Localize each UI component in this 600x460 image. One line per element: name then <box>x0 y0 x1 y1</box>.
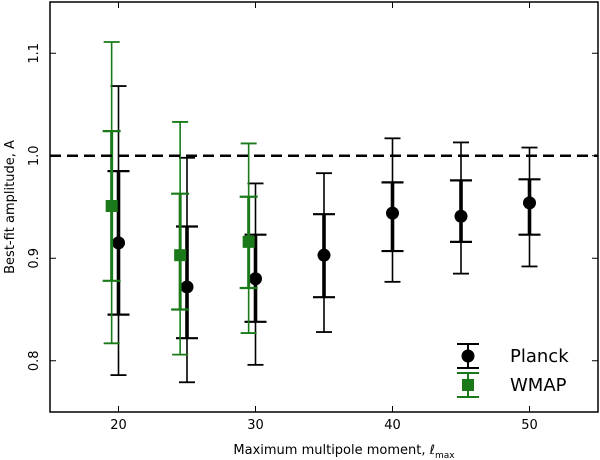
WMAP-point <box>171 121 190 356</box>
ticks: 20 30 40 50 0.8 0.9 1.0 1.1 <box>27 2 598 433</box>
data-point <box>523 196 536 210</box>
legend-marker <box>461 349 475 363</box>
data-point <box>180 280 194 294</box>
plot-frame <box>49 1 599 413</box>
series-layer <box>102 41 541 384</box>
data-point <box>105 199 118 212</box>
x-axis-label-sub: max <box>435 451 455 460</box>
legend-label: Planck <box>510 346 569 367</box>
data-point <box>249 272 262 286</box>
data-point <box>174 249 187 262</box>
x-tick-label: 40 <box>384 418 401 433</box>
Planck-point <box>313 172 335 333</box>
legend-label: WMAP <box>510 375 567 396</box>
y-tick-label: 0.8 <box>27 350 42 371</box>
y-axis-label: Best-fit amplitude, A <box>3 140 18 274</box>
x-tick-label: 50 <box>521 418 538 433</box>
legend-marker <box>462 379 474 391</box>
data-point <box>112 236 125 250</box>
Planck-point <box>244 182 267 366</box>
WMAP-point <box>239 142 258 334</box>
x-tick-label: 30 <box>247 418 264 433</box>
x-tick-label: 20 <box>110 418 127 433</box>
x-axis-label: Maximum multipole moment, ℓmax <box>233 443 455 460</box>
Planck-point <box>450 141 472 275</box>
legend-item: Planck <box>457 343 569 369</box>
y-tick-label: 0.9 <box>27 248 42 269</box>
legend: Planck WMAP <box>457 343 569 398</box>
data-point <box>242 235 255 248</box>
y-tick-label: 1.1 <box>27 43 42 64</box>
data-point <box>386 206 399 220</box>
Planck-point <box>381 137 404 283</box>
data-point <box>317 248 331 262</box>
x-axis-label-main: Maximum multipole moment, ℓ <box>233 443 435 458</box>
y-tick-label: 1.0 <box>27 145 42 166</box>
Planck-point <box>518 146 541 268</box>
legend-item: WMAP <box>457 372 567 398</box>
data-point <box>454 209 468 223</box>
